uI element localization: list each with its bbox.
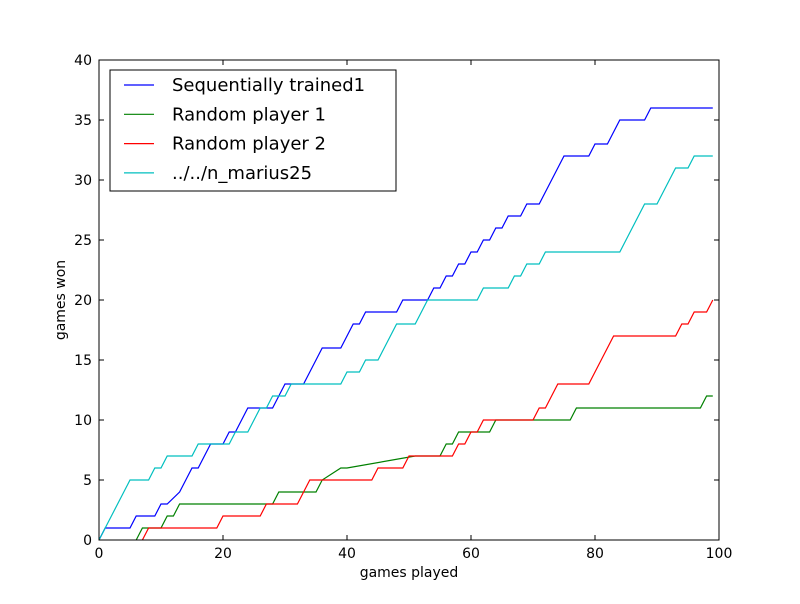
y-tick-label: 25 <box>74 233 92 249</box>
legend-label: ../../n_marius25 <box>172 163 312 184</box>
x-tick-label: 0 <box>95 546 104 562</box>
y-tick-label: 35 <box>74 113 92 129</box>
y-tick-label: 20 <box>74 293 92 309</box>
y-tick-label: 15 <box>74 353 92 369</box>
x-tick-label: 80 <box>586 546 604 562</box>
y-tick-label: 0 <box>83 533 92 549</box>
y-tick-label: 5 <box>83 473 92 489</box>
x-axis-label: games played <box>360 565 459 581</box>
plot-frame <box>98 59 720 541</box>
legend: Sequentially trained1 Random player 1 Rand… <box>109 69 397 192</box>
series-line-4 <box>98 155 713 541</box>
x-tick-label: 60 <box>462 546 480 562</box>
series-line-3 <box>141 299 714 541</box>
y-tick-label: 40 <box>74 53 92 69</box>
series-line-1 <box>98 107 713 541</box>
series-line-2 <box>135 395 713 541</box>
x-tick-label: 20 <box>214 546 232 562</box>
series-layer <box>98 107 714 541</box>
legend-box <box>109 69 397 192</box>
y-tick-label: 30 <box>74 173 92 189</box>
y-tick-label: 10 <box>74 413 92 429</box>
x-tick-label: 100 <box>706 546 733 562</box>
legend-label: Random player 1 <box>172 104 326 125</box>
legend-label: Random player 2 <box>172 134 326 155</box>
legend-label: Sequentially trained1 <box>172 75 365 96</box>
axes-layer: 0 20 40 60 80 100 0 5 10 15 20 25 30 35 40 <box>74 53 732 562</box>
y-axis-label: games won <box>53 260 69 340</box>
x-tick-label: 40 <box>338 546 356 562</box>
